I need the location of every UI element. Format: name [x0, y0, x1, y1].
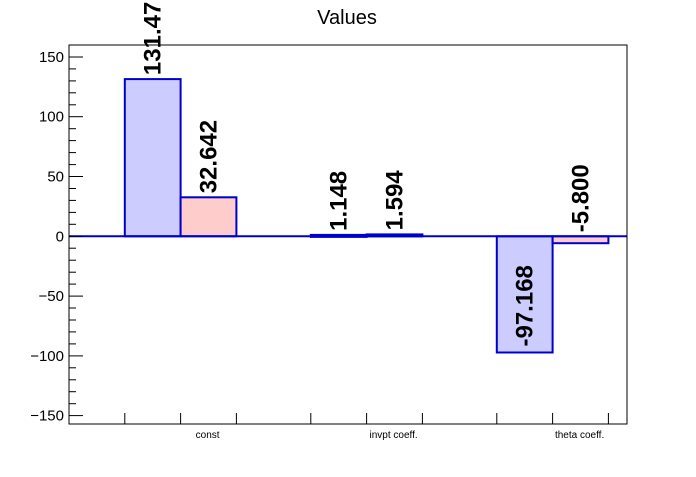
plot-frame: [68, 44, 628, 425]
chart-title: Values: [317, 7, 377, 29]
y-axis: −150 −100 −50 0 50 100 150: [30, 49, 83, 425]
bar-series2-2: [551, 235, 610, 245]
y-tick-label: −100: [30, 348, 64, 365]
x-axis: const invpt coeff. theta coeff.: [124, 413, 609, 441]
data-label-series2-1: 1.594: [382, 170, 409, 231]
data-label-series1-0: 131.47: [140, 2, 167, 75]
y-tick-label: 100: [39, 109, 64, 126]
bars-group: [123, 78, 610, 354]
bar-series1-0: [123, 78, 182, 238]
bar-series1-2: [495, 235, 554, 354]
data-labels-group: 131.47 1.148 -97.168 32.642 1.594 -5.800: [140, 2, 595, 347]
x-category-label: invpt coeff.: [370, 430, 418, 441]
data-label-series1-1: 1.148: [326, 171, 353, 231]
y-tick-label: 0: [56, 228, 64, 245]
data-label-series2-0: 32.642: [196, 120, 223, 193]
plot-frame-group: [68, 44, 628, 425]
data-label-series1-2: -97.168: [512, 265, 539, 346]
y-tick-label: −50: [39, 288, 64, 305]
y-tick-label: 50: [47, 169, 64, 186]
x-category-label: const: [196, 430, 220, 441]
y-tick-label: −150: [30, 408, 64, 425]
y-tick-label: 150: [39, 49, 64, 66]
bar-series2-0: [179, 196, 238, 238]
data-label-series2-2: -5.800: [568, 164, 595, 232]
x-category-label: theta coeff.: [555, 430, 604, 441]
